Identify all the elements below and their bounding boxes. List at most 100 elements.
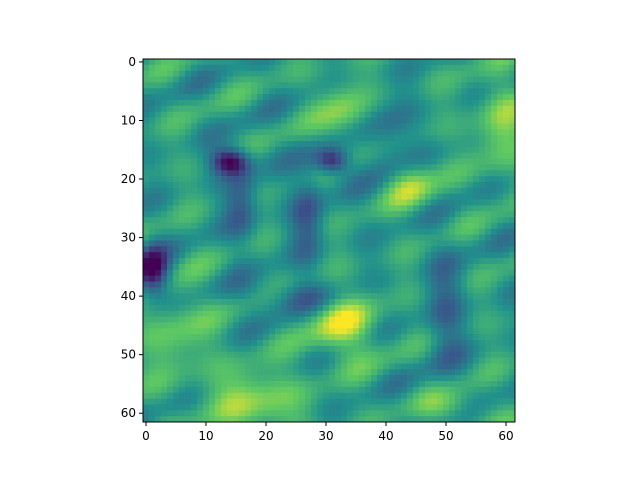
heatmap-cell xyxy=(185,322,192,329)
heatmap-cell xyxy=(167,363,174,370)
heatmap-cell xyxy=(491,328,498,335)
heatmap-cell xyxy=(275,386,282,394)
heatmap-cell xyxy=(221,334,228,341)
heatmap-cell xyxy=(239,369,246,376)
heatmap-cell xyxy=(491,181,498,189)
heatmap-cell xyxy=(407,357,414,364)
heatmap-cell xyxy=(479,357,486,364)
heatmap-cell xyxy=(341,217,348,224)
heatmap-cell xyxy=(293,357,300,364)
heatmap-cell xyxy=(413,287,420,294)
heatmap-cell xyxy=(257,234,264,241)
heatmap-cell xyxy=(461,234,468,241)
heatmap-cell xyxy=(509,351,516,358)
heatmap-cell xyxy=(497,99,504,107)
heatmap-cell xyxy=(353,140,360,148)
heatmap-cell xyxy=(473,310,480,317)
heatmap-cell xyxy=(149,187,156,195)
heatmap-cell xyxy=(167,369,174,376)
heatmap-cell xyxy=(281,99,288,107)
heatmap-cell xyxy=(155,334,162,341)
heatmap-cell xyxy=(479,99,486,107)
heatmap-cell xyxy=(461,269,468,276)
heatmap-cell xyxy=(167,275,174,282)
heatmap-cell xyxy=(383,234,390,241)
heatmap-cell xyxy=(149,304,156,312)
heatmap-cell xyxy=(353,398,360,405)
heatmap-cell xyxy=(275,369,282,376)
heatmap-cell xyxy=(359,293,366,300)
heatmap-cell xyxy=(191,158,198,165)
heatmap-cell xyxy=(437,82,444,89)
heatmap-cell xyxy=(449,99,456,107)
heatmap-cell xyxy=(149,111,156,118)
heatmap-cell xyxy=(287,222,294,230)
heatmap-cell xyxy=(281,70,288,77)
heatmap-cell xyxy=(281,404,288,411)
heatmap-cell xyxy=(185,328,192,335)
heatmap-cell xyxy=(401,111,408,118)
heatmap-cell xyxy=(509,322,516,329)
heatmap-cell xyxy=(245,275,252,282)
heatmap-cell xyxy=(293,199,300,206)
heatmap-cell xyxy=(227,187,234,195)
heatmap-cell xyxy=(359,88,366,95)
heatmap-cell xyxy=(407,287,414,294)
heatmap-cell xyxy=(341,293,348,300)
heatmap-cell xyxy=(443,310,450,317)
heatmap-cell xyxy=(347,76,354,83)
heatmap-cell xyxy=(143,129,150,136)
heatmap-cell xyxy=(185,94,192,101)
heatmap-cell xyxy=(347,404,354,411)
heatmap-cell xyxy=(173,117,180,124)
heatmap-cell xyxy=(251,129,258,136)
heatmap-cell xyxy=(263,59,270,66)
heatmap-cell xyxy=(395,392,402,399)
heatmap-cell xyxy=(485,187,492,195)
heatmap-cell xyxy=(155,416,162,423)
heatmap-cell xyxy=(329,404,336,411)
heatmap-cell xyxy=(215,269,222,276)
heatmap-cell xyxy=(395,246,402,253)
heatmap-cell xyxy=(161,222,168,230)
heatmap-cell xyxy=(443,222,450,230)
heatmap-cell xyxy=(191,345,198,353)
heatmap-cell xyxy=(221,240,228,247)
heatmap-cell xyxy=(293,410,300,417)
heatmap-cell xyxy=(431,205,438,212)
heatmap-cell xyxy=(197,316,204,323)
heatmap-cell xyxy=(329,94,336,101)
heatmap-cell xyxy=(227,76,234,83)
heatmap-cell xyxy=(353,76,360,83)
heatmap-cell xyxy=(473,351,480,358)
heatmap-cell xyxy=(287,369,294,376)
heatmap-cell xyxy=(485,152,492,159)
heatmap-cell xyxy=(335,70,342,77)
heatmap-cell xyxy=(365,246,372,253)
heatmap-cell xyxy=(317,293,324,300)
heatmap-cell xyxy=(419,304,426,312)
heatmap-cell xyxy=(143,375,150,382)
heatmap-cell xyxy=(269,293,276,300)
heatmap-cell xyxy=(359,310,366,317)
heatmap-cell xyxy=(227,351,234,358)
heatmap-cell xyxy=(437,211,444,218)
heatmap-cell xyxy=(299,158,306,165)
heatmap-cell xyxy=(173,146,180,154)
heatmap-cell xyxy=(341,129,348,136)
heatmap-cell xyxy=(497,176,504,183)
heatmap-cell xyxy=(359,340,366,347)
heatmap-cell xyxy=(275,82,282,89)
heatmap-cell xyxy=(305,375,312,382)
heatmap-cell xyxy=(389,135,396,142)
heatmap-cell xyxy=(221,117,228,124)
heatmap-cell xyxy=(419,123,426,130)
heatmap-cell xyxy=(323,404,330,411)
heatmap-cell xyxy=(251,111,258,118)
heatmap-cell xyxy=(197,369,204,376)
x-tick-label: 60 xyxy=(498,429,513,443)
heatmap-cell xyxy=(419,82,426,89)
heatmap-cell xyxy=(455,99,462,107)
heatmap-cell xyxy=(143,369,150,376)
heatmap-cell xyxy=(227,363,234,370)
